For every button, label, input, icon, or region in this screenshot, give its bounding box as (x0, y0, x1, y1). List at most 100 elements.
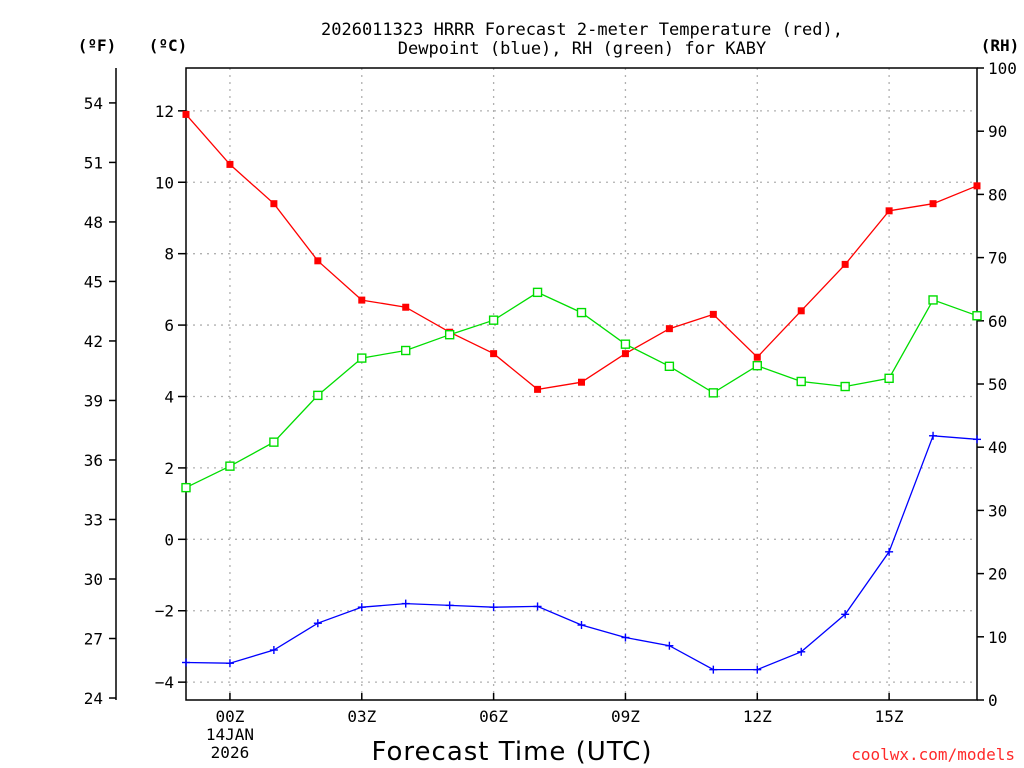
celsius-tick-label: −2 (155, 602, 174, 621)
celsius-tick-label: −4 (155, 673, 174, 692)
fahrenheit-tick-label: 27 (84, 630, 103, 649)
temperature-point (182, 110, 190, 118)
fahrenheit-tick-label: 36 (84, 451, 103, 470)
rh-tick-label: 10 (988, 628, 1007, 647)
date-label: 14JAN (206, 725, 254, 744)
dewpoint-point (665, 641, 674, 650)
temperature-point (665, 325, 673, 333)
rh-tick-label: 100 (988, 59, 1017, 78)
fahrenheit-axis: 54 51 48 45 42 39 36 33 30 27 24 (84, 94, 116, 708)
dewpoint-point (577, 621, 586, 630)
rh-point (181, 482, 191, 493)
time-tick-label: 15Z (875, 707, 904, 726)
rh-unit-label: (RH) (981, 36, 1020, 55)
dewpoint-point (313, 619, 322, 628)
temperature-point (929, 200, 937, 208)
celsius-tick-label: 10 (155, 173, 174, 192)
time-tick-label: 06Z (479, 707, 508, 726)
year-label: 2026 (211, 743, 250, 762)
celsius-tick-label: 0 (164, 530, 174, 549)
chart-title-line1: 2026011323 HRRR Forecast 2-meter Tempera… (321, 20, 843, 40)
celsius-tick-label: 4 (164, 387, 174, 406)
rh-point (269, 437, 279, 447)
dewpoint-point (225, 659, 234, 668)
rh-point (840, 381, 850, 392)
dewpoint-point (269, 646, 278, 655)
dewpoint-point (357, 603, 366, 612)
celsius-tick-label: 12 (155, 102, 174, 121)
fahrenheit-tick-label: 45 (84, 272, 103, 291)
rh-tick-label: 60 (988, 312, 1007, 331)
temperature-point (578, 378, 585, 386)
temperature-point (270, 200, 278, 208)
series-line (185, 113, 978, 391)
fahrenheit-tick-label: 54 (84, 94, 103, 113)
rh-point (928, 295, 938, 305)
dewpoint-point (753, 665, 762, 674)
dewpoint-point (445, 601, 454, 610)
fahrenheit-tick-label: 51 (84, 153, 103, 172)
rh-point (708, 388, 719, 398)
rh-point (752, 360, 762, 371)
time-tick-label: 09Z (611, 707, 640, 726)
rh-tick-label: 0 (988, 691, 998, 710)
dewpoint-point (621, 633, 630, 642)
rh-tick-label: 50 (988, 375, 1007, 394)
celsius-tick-label: 2 (164, 459, 174, 478)
temperature-point (841, 260, 849, 268)
celsius-tick-label: 8 (164, 245, 174, 264)
rh-point (357, 353, 367, 363)
rh-point (972, 311, 982, 321)
temperature-point (226, 160, 234, 168)
credit-label: coolwx.com/models (851, 745, 1015, 764)
celsius-tick-label: 6 (164, 316, 174, 335)
rh-tick-label: 80 (988, 185, 1007, 204)
fahrenheit-tick-label: 24 (84, 689, 103, 708)
temperature-point (314, 257, 322, 265)
dewpoint-point (973, 435, 981, 444)
celsius-unit-label: (ºC) (149, 36, 188, 55)
rh-point (401, 345, 411, 356)
dewpoint-point (797, 647, 806, 656)
rh-point (444, 330, 455, 340)
chart-title-line2: Dewpoint (blue), RH (green) for KABY (398, 39, 766, 59)
temperature-point (402, 303, 410, 311)
fahrenheit-tick-label: 33 (84, 510, 103, 529)
rh-point (576, 307, 587, 318)
fahrenheit-tick-label: 42 (84, 332, 103, 351)
rh-tick-label: 90 (988, 122, 1007, 141)
temperature-point (534, 385, 542, 393)
series-2-meter-temperature (182, 110, 981, 393)
fahrenheit-unit-label: (ºF) (78, 36, 117, 55)
dewpoint-point (929, 431, 938, 440)
dewpoint-point (885, 547, 894, 556)
x-axis-label: Forecast Time (UTC) (371, 737, 652, 767)
temperature-point (753, 353, 761, 361)
fahrenheit-tick-label: 39 (84, 391, 103, 410)
temperature-point (490, 350, 498, 358)
temperature-point (358, 296, 366, 304)
rh-point (488, 315, 499, 325)
rh-tick-label: 40 (988, 438, 1007, 457)
rh-point (313, 390, 323, 401)
rh-point (532, 287, 543, 298)
series-rh (181, 287, 982, 493)
series-line (185, 435, 978, 671)
fahrenheit-tick-label: 48 (84, 213, 103, 232)
rh-point (796, 376, 806, 387)
rh-point (664, 361, 675, 372)
dewpoint-point (533, 602, 542, 611)
time-tick-label: 00Z (215, 707, 244, 726)
temperature-point (885, 207, 893, 215)
dewpoint-point (401, 599, 410, 608)
rh-point (620, 339, 631, 349)
dewpoint-point (841, 610, 850, 619)
rh-point (225, 461, 235, 471)
dewpoint-point (709, 665, 718, 674)
rh-tick-label: 20 (988, 565, 1007, 584)
series-layer (181, 110, 982, 674)
temperature-point (797, 307, 805, 315)
